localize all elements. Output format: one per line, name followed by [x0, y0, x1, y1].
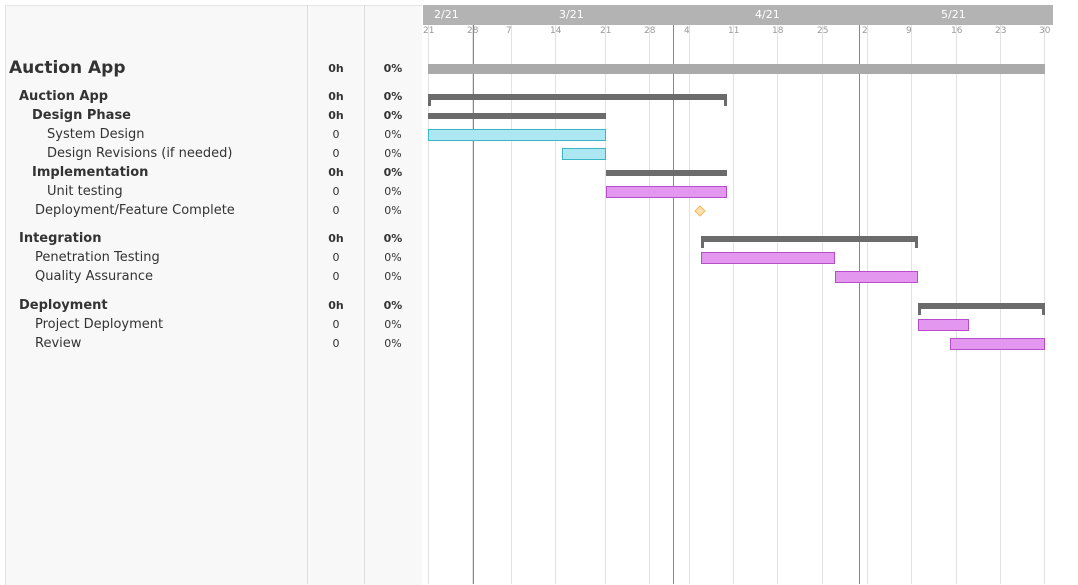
project-bar[interactable]: [428, 63, 1045, 74]
task-row[interactable]: Quality Assurance 0 0%: [0, 267, 421, 286]
task-row[interactable]: Deployment/Feature Complete 0 0%: [0, 201, 421, 220]
task-hours: 0: [332, 251, 340, 264]
task-row[interactable]: Design Phase 0h 0%: [0, 106, 421, 125]
task-name: Auction App: [19, 89, 109, 104]
task-row[interactable]: Unit testing 0 0%: [0, 182, 421, 201]
task-progress: 0%: [384, 147, 402, 160]
month-grid-line: [473, 25, 474, 584]
timeline-month-header: 2/21 3/21 4/21 5/21: [423, 5, 1053, 25]
task-bar[interactable]: [949, 337, 1045, 350]
day-grid-line: [428, 25, 429, 584]
day-grid-line: [472, 25, 473, 584]
task-name: Penetration Testing: [35, 250, 160, 265]
day-label: 9: [906, 26, 912, 36]
task-name: Review: [35, 336, 82, 351]
gantt-timeline: 2/213/214/215/21 21287142128411182529162…: [421, 5, 1055, 584]
task-name: Design Phase: [32, 108, 131, 123]
day-grid-line: [822, 25, 823, 584]
day-grid-line: [511, 25, 512, 584]
task-progress: 0%: [383, 109, 403, 122]
day-label: 4: [684, 26, 690, 36]
month-grid-line: [673, 25, 674, 584]
day-label: 7: [506, 26, 512, 36]
task-row[interactable]: Integration 0h 0%: [0, 229, 421, 248]
task-row[interactable]: Deployment 0h 0%: [0, 296, 421, 315]
task-bar[interactable]: [701, 251, 836, 264]
summary-bar[interactable]: [701, 235, 918, 248]
task-hours: 0: [332, 128, 340, 141]
task-name: Deployment/Feature Complete: [35, 203, 235, 218]
task-row[interactable]: System Design 0 0%: [0, 125, 421, 144]
task-bar[interactable]: [428, 128, 607, 141]
task-hours: 0: [332, 337, 340, 350]
day-grid-line: [777, 25, 778, 584]
task-bar[interactable]: [606, 185, 727, 198]
task-name: Integration: [19, 231, 102, 246]
task-row[interactable]: Auction App 0h 0%: [0, 87, 421, 106]
task-row[interactable]: Auction App 0h 0%: [0, 59, 421, 78]
task-hours: 0h: [328, 90, 344, 103]
task-hours: 0h: [328, 232, 344, 245]
task-progress: 0%: [383, 232, 403, 245]
day-grid-line: [689, 25, 690, 584]
task-progress: 0%: [383, 90, 403, 103]
task-hours: 0: [332, 270, 340, 283]
summary-bar[interactable]: [428, 112, 607, 119]
day-grid-line: [733, 25, 734, 584]
month-label: 2/21: [434, 8, 459, 21]
task-progress: 0%: [383, 166, 403, 179]
day-label: 2: [862, 26, 868, 36]
task-progress: 0%: [383, 62, 403, 75]
task-progress: 0%: [384, 318, 402, 331]
task-bar[interactable]: [835, 270, 918, 283]
task-progress: 0%: [384, 251, 402, 264]
task-hours: 0h: [328, 109, 344, 122]
task-bar[interactable]: [917, 318, 969, 331]
task-progress: 0%: [384, 185, 402, 198]
month-label: 5/21: [941, 8, 966, 21]
day-grid-line: [649, 25, 650, 584]
task-row[interactable]: Design Revisions (if needed) 0 0%: [0, 144, 421, 163]
task-progress: 0%: [383, 299, 403, 312]
month-label: 4/21: [755, 8, 780, 21]
summary-bar[interactable]: [917, 302, 1046, 315]
task-hours: 0: [332, 204, 340, 217]
day-grid-line: [911, 25, 912, 584]
task-hours: 0h: [328, 62, 344, 75]
task-progress: 0%: [384, 204, 402, 217]
task-progress: 0%: [384, 337, 402, 350]
hours-column-divider: [307, 5, 308, 584]
task-name: Project Deployment: [35, 317, 164, 332]
month-grid-line: [859, 25, 860, 584]
task-row[interactable]: Implementation 0h 0%: [0, 163, 421, 182]
task-name: Quality Assurance: [35, 269, 153, 284]
summary-bar[interactable]: [428, 93, 727, 106]
task-name: Design Revisions (if needed): [47, 146, 233, 161]
task-hours: 0: [332, 185, 340, 198]
task-bar[interactable]: [561, 147, 607, 160]
day-grid-line: [555, 25, 556, 584]
day-grid-line: [867, 25, 868, 584]
task-progress: 0%: [384, 270, 402, 283]
task-hours: 0h: [328, 166, 344, 179]
task-hours: 0h: [328, 299, 344, 312]
task-name: Auction App: [9, 58, 126, 78]
month-label: 3/21: [559, 8, 584, 21]
task-row[interactable]: Project Deployment 0 0%: [0, 315, 421, 334]
milestone-marker[interactable]: [694, 204, 706, 217]
task-name: System Design: [47, 127, 145, 142]
task-name: Unit testing: [47, 184, 123, 199]
task-hours: 0: [332, 318, 340, 331]
task-grid: [5, 5, 422, 585]
summary-bar[interactable]: [606, 169, 727, 176]
task-name: Deployment: [19, 298, 108, 313]
task-name: Implementation: [32, 165, 149, 180]
progress-column-divider: [364, 5, 365, 584]
day-grid-line: [605, 25, 606, 584]
task-progress: 0%: [384, 128, 402, 141]
task-row[interactable]: Review 0 0%: [0, 334, 421, 353]
task-row[interactable]: Penetration Testing 0 0%: [0, 248, 421, 267]
task-hours: 0: [332, 147, 340, 160]
